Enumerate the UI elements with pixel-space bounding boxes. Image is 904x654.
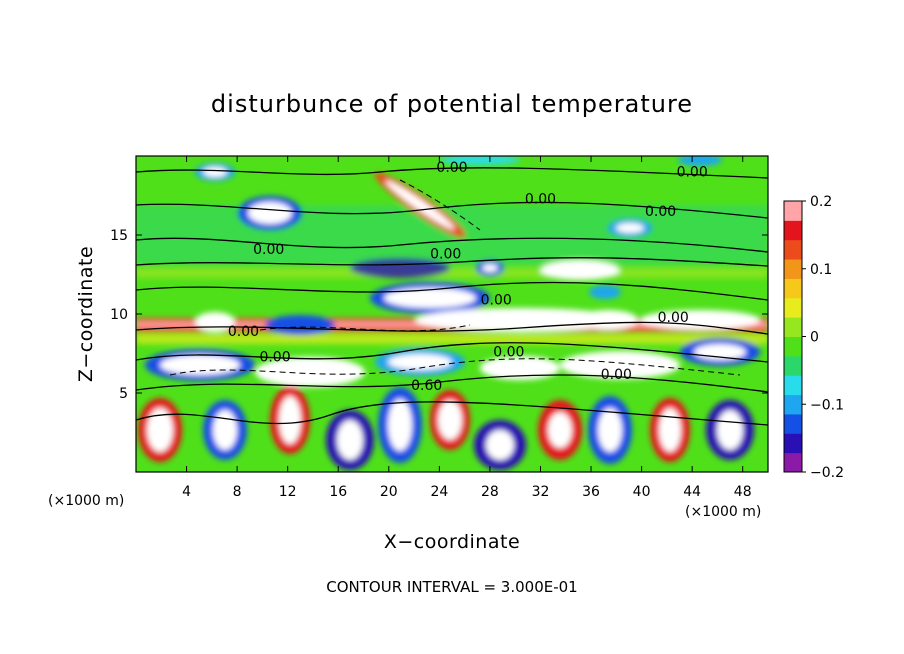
contour-interval-note: CONTOUR INTERVAL = 3.000E-01 <box>326 578 577 596</box>
contour-label: 0.00 <box>601 367 632 383</box>
contour-lines <box>136 167 768 426</box>
contour-label: 0.60 <box>411 378 442 394</box>
field-texture <box>136 156 768 470</box>
contour-label: 0.00 <box>677 165 708 181</box>
x-axis-ticks: 4 8 12 16 20 24 28 32 36 40 44 48 <box>182 156 752 500</box>
x-tick-label: 8 <box>233 484 242 500</box>
colorbar-segment <box>784 355 802 376</box>
contour-lines-dashed <box>169 179 741 376</box>
contour-label: 0.00 <box>436 160 467 176</box>
contour-label: 0.00 <box>481 293 512 309</box>
x-axis-unit-right: (×1000 m) <box>685 504 761 520</box>
colorbar-tick-label: −0.1 <box>810 397 844 413</box>
colorbar-tick-label: −0.2 <box>810 465 844 481</box>
contour-label: 0.00 <box>253 242 284 258</box>
x-tick-label: 36 <box>582 484 600 500</box>
contour-label: 0.00 <box>525 191 556 207</box>
x-tick-label: 12 <box>279 484 297 500</box>
y-tick-label: 15 <box>110 228 128 244</box>
colorbar-segment <box>784 220 802 241</box>
contour-label: 0.00 <box>658 310 689 326</box>
contour-label: 0.00 <box>645 204 676 220</box>
y-axis-title: Z−coordinate <box>75 246 97 382</box>
chart-title: disturbunce of potential temperature <box>211 90 693 118</box>
contour-label: 0.00 <box>493 345 524 361</box>
x-tick-label: 40 <box>633 484 651 500</box>
colorbar-segment <box>784 413 802 434</box>
contour-label: 0.00 <box>228 324 259 340</box>
colorbar-segment <box>784 336 802 357</box>
contour-label: 0.00 <box>430 247 461 263</box>
colorbar-tick-label: 0.1 <box>810 262 832 278</box>
x-tick-label: 24 <box>430 484 448 500</box>
colorbar-segment <box>784 317 802 337</box>
colorbar-segment <box>784 297 802 318</box>
colorbar-segment <box>784 452 802 473</box>
colorbar-segment <box>784 433 802 454</box>
colorbar-segment <box>784 201 802 221</box>
x-tick-label: 4 <box>182 484 191 500</box>
y-tick-label: 10 <box>110 307 128 323</box>
x-axis-title: X−coordinate <box>384 531 520 553</box>
colorbar-tick-label: 0 <box>810 330 819 346</box>
colorbar-segment <box>784 239 802 260</box>
colorbar-segment <box>784 375 802 396</box>
x-tick-label: 32 <box>532 484 550 500</box>
colorbar-segment <box>784 259 802 279</box>
y-tick-label: 5 <box>119 386 128 402</box>
contour-labels: 0.00 0.000.000.000.00 0.000.000.000.000.00… <box>228 160 708 394</box>
x-tick-label: 16 <box>329 484 347 500</box>
x-tick-label: 44 <box>683 484 701 500</box>
x-tick-label: 48 <box>734 484 752 500</box>
colorbar-segment <box>784 394 802 415</box>
colorbar: 0.2 0.1 0 −0.1 −0.2 <box>783 194 844 481</box>
plot-area: 0.00 0.000.000.000.00 0.000.000.000.000.00… <box>136 156 768 472</box>
contour-label: 0.00 <box>259 349 290 365</box>
colorbar-tick-label: 0.2 <box>810 194 832 210</box>
colorbar-segment <box>784 278 802 299</box>
x-tick-label: 28 <box>481 484 499 500</box>
x-axis-unit-left: (×1000 m) <box>48 493 124 509</box>
x-tick-label: 20 <box>380 484 398 500</box>
y-axis-ticks: 5 10 15 <box>110 228 768 402</box>
